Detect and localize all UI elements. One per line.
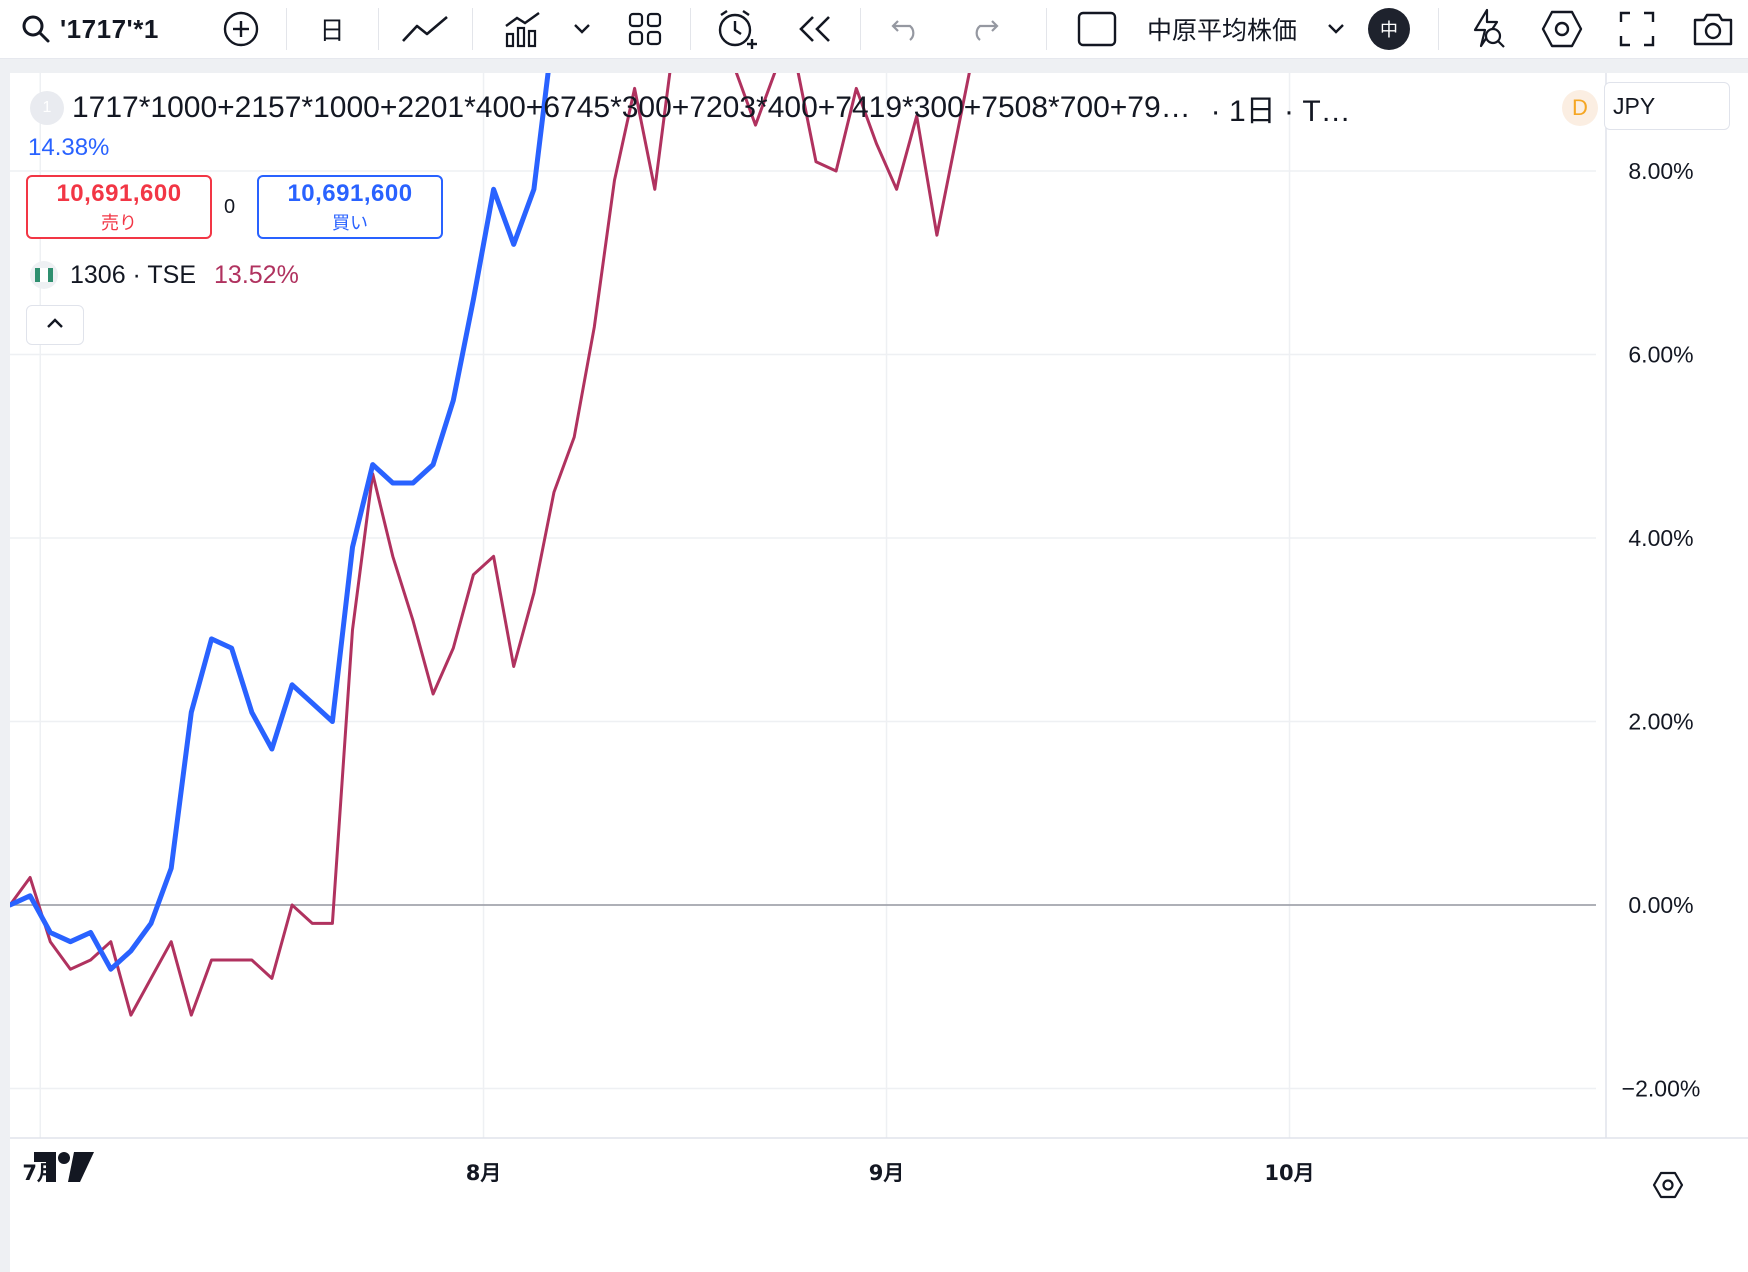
y-tick-label: 8.00% <box>1628 158 1693 184</box>
currency-label: JPY <box>1613 92 1656 119</box>
interval-button[interactable]: 日 <box>302 0 362 58</box>
chevron-up-icon <box>45 316 65 335</box>
add-symbol-button[interactable] <box>218 0 264 58</box>
y-tick-label: 6.00% <box>1628 342 1693 368</box>
quick-search-button[interactable] <box>1460 0 1512 58</box>
replay-button[interactable] <box>790 0 840 58</box>
y-tick-label: 2.00% <box>1628 709 1693 735</box>
add-symbol-icon <box>222 10 260 48</box>
alert-button[interactable] <box>710 0 766 58</box>
index-menu-button[interactable] <box>1318 0 1354 58</box>
indicators-button[interactable] <box>500 0 546 58</box>
replay-icon <box>796 14 834 44</box>
buy-button[interactable]: 10,691,600 買い <box>257 175 443 239</box>
main-series-value: 14.38% <box>28 134 110 161</box>
toolbar-divider <box>1046 8 1047 50</box>
compare-checkbox[interactable] <box>1074 0 1120 58</box>
chart-area[interactable]: 20.00%18.00%16.00%14.00%12.00%10.00%8.00… <box>10 73 1748 1272</box>
collapse-legend-button[interactable] <box>26 305 84 345</box>
symbol-search[interactable]: '1717'*1 <box>20 0 220 58</box>
sell-price: 10,691,600 <box>56 179 182 207</box>
layout-button[interactable] <box>620 0 670 58</box>
exchange-flag-icon <box>30 261 58 289</box>
compare-series-line <box>10 73 971 1017</box>
settings-hex-icon <box>1541 9 1583 49</box>
chevron-down-icon <box>1326 22 1346 36</box>
top-toolbar: '1717'*1 日 <box>0 0 1748 59</box>
buy-label: 買い <box>332 212 368 234</box>
redo-icon <box>966 16 1000 42</box>
series-title[interactable]: 1717*1000+2157*1000+2201*400+6745*300+72… <box>72 91 1191 124</box>
index-label: 中原平均株価 <box>1146 16 1297 45</box>
fullscreen-button[interactable] <box>1612 0 1662 58</box>
compare-value: 13.52% <box>214 260 299 289</box>
toolbar-divider <box>472 8 473 50</box>
undo-button[interactable] <box>884 0 930 58</box>
alert-clock-icon <box>716 7 760 51</box>
toolbar-divider <box>690 8 691 50</box>
y-tick-label: 0.00% <box>1628 892 1693 918</box>
checkbox-icon <box>1077 11 1117 47</box>
y-tick-label: −2.00% <box>1622 1076 1701 1102</box>
x-tick-label: 10月 <box>1264 1161 1314 1185</box>
gear-center <box>1662 1179 1674 1191</box>
layout-gutter <box>0 59 10 1272</box>
toolbar-divider <box>1438 8 1439 50</box>
symbol-name: '1717'*1 <box>60 13 159 44</box>
index-badge: 中 <box>1368 8 1410 50</box>
sell-button[interactable]: 10,691,600 売り <box>26 175 212 239</box>
x-tick-label: 8月 <box>466 1161 502 1185</box>
camera-icon <box>1691 11 1735 47</box>
x-tick-label: 9月 <box>869 1161 905 1185</box>
index-selector[interactable]: 中原平均株価 <box>1142 0 1302 58</box>
spread-value: 0 <box>224 196 236 218</box>
sell-label: 売り <box>101 212 137 234</box>
undo-icon <box>890 16 924 42</box>
indicators-menu-button[interactable] <box>564 0 600 58</box>
chart-style-button[interactable] <box>398 0 452 58</box>
search-icon <box>20 13 52 45</box>
y-tick-label: 4.00% <box>1628 525 1693 551</box>
compare-series-legend[interactable]: 1306 · TSE 13.52% <box>30 258 299 292</box>
layout-grid-icon <box>628 12 662 46</box>
buy-price: 10,691,600 <box>287 179 413 207</box>
tradingview-logo[interactable] <box>34 1150 96 1189</box>
toolbar-divider <box>860 8 861 50</box>
lightning-icon <box>1465 8 1507 50</box>
screenshot-button[interactable] <box>1686 0 1740 58</box>
legend-row: 1 1717*1000+2157*1000+2201*400+6745*300+… <box>30 86 1598 130</box>
index-badge-button[interactable]: 中 <box>1364 0 1414 58</box>
fullscreen-icon <box>1619 11 1655 47</box>
line-style-icon <box>401 14 449 44</box>
series-interval: · 1日 · T… <box>1210 95 1351 128</box>
chevron-down-icon <box>572 22 592 36</box>
currency-selector[interactable]: JPY <box>1604 82 1730 130</box>
settings-button[interactable] <box>1536 0 1588 58</box>
toolbar-divider <box>378 8 379 50</box>
layout-gutter <box>0 59 1748 73</box>
compare-symbol: 1306 · TSE <box>70 260 197 289</box>
toolbar-divider <box>286 8 287 50</box>
grid-lines <box>10 73 1596 1138</box>
gear-hex <box>1652 1171 1684 1199</box>
data-status-badge[interactable]: D <box>1562 90 1598 126</box>
interval-label: 日 <box>319 16 345 45</box>
redo-button[interactable] <box>960 0 1006 58</box>
main-series-line <box>10 73 551 972</box>
chart-canvas[interactable]: 20.00%18.00%16.00%14.00%12.00%10.00%8.00… <box>10 73 1748 1272</box>
axis-settings-icon[interactable] <box>1652 1171 1684 1199</box>
indicators-icon <box>503 10 543 48</box>
series-index-badge: 1 <box>30 91 64 125</box>
